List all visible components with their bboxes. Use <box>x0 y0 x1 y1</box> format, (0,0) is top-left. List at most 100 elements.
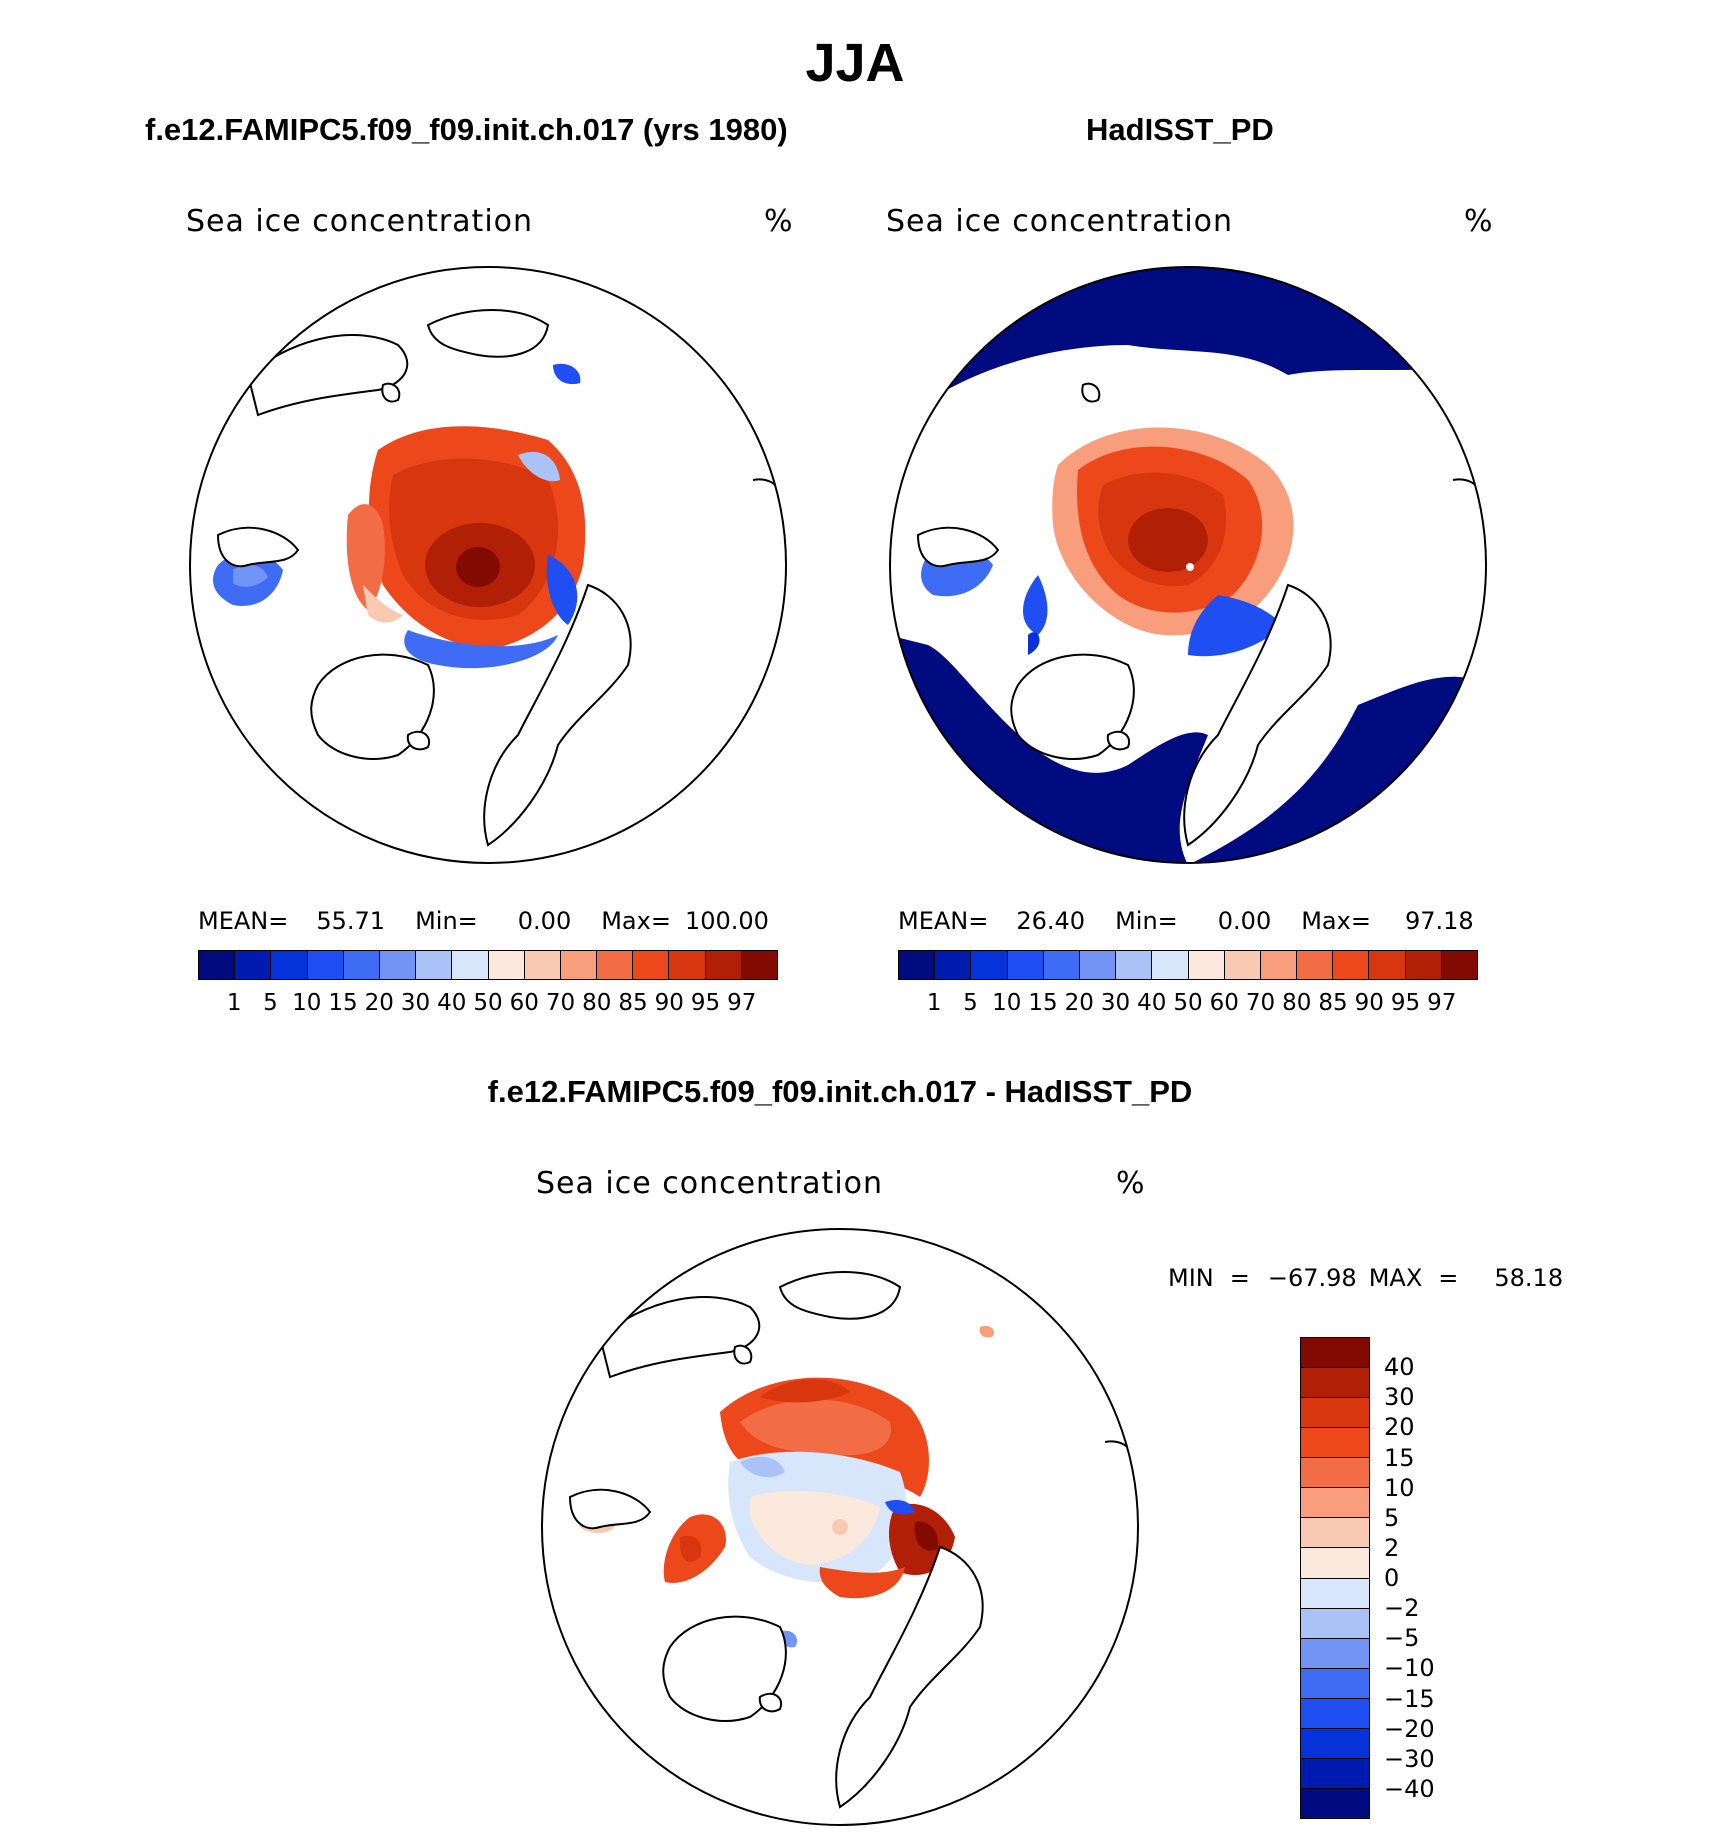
colorbar-tick-label: 20 <box>1384 1413 1415 1442</box>
colorbar-tick-label: 40 <box>1384 1353 1415 1382</box>
colorbar-swatch <box>199 951 236 979</box>
colorbar-swatch <box>524 951 561 979</box>
colorbar-tick-label: 85 <box>1318 990 1348 1016</box>
colorbar-swatch <box>1260 951 1298 979</box>
colorbar-swatch <box>971 951 1008 979</box>
colorbar-tick-label: 40 <box>1137 990 1167 1016</box>
colorbar-tick-label: −10 <box>1384 1654 1435 1683</box>
variable-label-model: Sea ice concentration <box>186 204 534 239</box>
colorbar-swatch <box>1301 1608 1369 1639</box>
colorbar-swatch <box>633 951 670 979</box>
colorbar-tick-label: 50 <box>473 990 503 1016</box>
colorbar-tick-label: 5 <box>263 990 278 1016</box>
colorbar-tick-label: 50 <box>1173 990 1203 1016</box>
colorbar-swatch <box>741 951 777 979</box>
units-label-diff: % <box>1116 1166 1146 1201</box>
colorbar-swatch <box>1369 951 1406 979</box>
colorbar-swatch <box>935 951 972 979</box>
colorbar-tick-label: 5 <box>1384 1503 1400 1532</box>
colorbar-tick-label: 70 <box>1245 990 1276 1016</box>
colorbar-tick-label: 10 <box>992 990 1022 1016</box>
colorbar-tick-label: 2 <box>1384 1533 1400 1562</box>
colorbar-tick-label: 95 <box>690 990 721 1016</box>
colorbar-tick-label: 20 <box>1064 990 1094 1016</box>
colorbar-tick-label: 15 <box>1028 990 1058 1016</box>
variable-label-obs: Sea ice concentration <box>886 204 1234 239</box>
colorbar-ticks-obs: 1 5 10 15 20 30 40 50 60 70 80 85 90 95 97 <box>898 990 1478 1020</box>
colorbar-swatch <box>416 951 453 979</box>
colorbar-tick-label: −5 <box>1384 1624 1420 1653</box>
colorbar-swatch <box>1301 1638 1369 1669</box>
ice-field-diff <box>580 1325 995 1648</box>
colorbar-swatch <box>1116 951 1153 979</box>
colorbar-swatch <box>1188 951 1225 979</box>
coastlines-obs <box>916 382 1484 847</box>
colorbar-swatch <box>343 951 380 979</box>
colorbar-swatch <box>488 951 525 979</box>
colorbar-ticks-model: 1 5 10 15 20 30 40 50 60 70 80 85 90 95 97 <box>198 990 778 1020</box>
polar-map-model <box>189 266 787 864</box>
colorbar-tick-label: 95 <box>1390 990 1421 1016</box>
colorbar-model <box>198 950 778 980</box>
stats-obs: MEAN= 26.40 Min= 0.00 Max= 97.18 <box>898 907 1474 935</box>
main-title: JJA <box>805 33 905 93</box>
colorbar-tick-label: 60 <box>1209 990 1239 1016</box>
colorbar-tick-label: 80 <box>1282 990 1312 1016</box>
colorbar-tick-label: 10 <box>292 990 322 1016</box>
colorbar-swatch <box>1043 951 1080 979</box>
colorbar-swatch <box>1405 951 1442 979</box>
coastlines-diff <box>568 1271 1136 1809</box>
colorbar-tick-label: 90 <box>1354 990 1384 1016</box>
colorbar-swatch <box>1224 951 1261 979</box>
colorbar-diff <box>1300 1337 1370 1819</box>
colorbar-swatch <box>1301 1548 1369 1579</box>
colorbar-tick-label: −15 <box>1384 1684 1435 1713</box>
panel-title-model: f.e12.FAMIPC5.f09_f09.init.ch.017 (yrs 1… <box>145 112 788 147</box>
colorbar-swatch <box>1441 951 1477 979</box>
stats-model: MEAN= 55.71 Min= 0.00 Max= 100.00 <box>198 907 769 935</box>
colorbar-swatch <box>1301 1758 1369 1789</box>
coastlines-model <box>216 309 784 847</box>
colorbar-tick-label: 20 <box>364 990 394 1016</box>
colorbar-swatch <box>705 951 742 979</box>
ice-field-obs <box>890 267 1486 863</box>
units-label-obs: % <box>1464 204 1494 239</box>
colorbar-swatch <box>452 951 489 979</box>
colorbar-tick-label: 15 <box>328 990 358 1016</box>
colorbar-swatch <box>1007 951 1044 979</box>
colorbar-swatch <box>1301 1698 1369 1729</box>
colorbar-ticks-diff: 40 30 20 15 10 5 2 0 −2 −5 −10 −15 −20 −30 −40 <box>1384 1337 1484 1819</box>
colorbar-swatch <box>899 951 936 979</box>
colorbar-tick-label: 70 <box>545 990 576 1016</box>
colorbar-swatch <box>597 951 634 979</box>
colorbar-swatch <box>1301 1578 1369 1609</box>
colorbar-tick-label: 60 <box>509 990 539 1016</box>
colorbar-swatch <box>1301 1458 1369 1489</box>
colorbar-obs <box>898 950 1478 980</box>
colorbar-tick-label: −20 <box>1384 1714 1435 1743</box>
colorbar-tick-label: 97 <box>727 990 757 1016</box>
units-label-model: % <box>764 204 794 239</box>
panel-title-diff: f.e12.FAMIPC5.f09_f09.init.ch.017 - HadI… <box>487 1074 1193 1109</box>
colorbar-tick-label: 30 <box>1100 990 1131 1016</box>
colorbar-swatch <box>1301 1488 1369 1519</box>
colorbar-swatch <box>1152 951 1189 979</box>
colorbar-tick-label: 1 <box>926 990 942 1016</box>
colorbar-tick-label: 30 <box>1384 1383 1415 1412</box>
colorbar-tick-label: 90 <box>654 990 684 1016</box>
colorbar-swatch <box>1301 1668 1369 1699</box>
panel-title-obs: HadISST_PD <box>1086 112 1274 147</box>
colorbar-tick-label: −40 <box>1384 1774 1435 1803</box>
colorbar-swatch <box>560 951 598 979</box>
colorbar-tick-label: 15 <box>1384 1443 1415 1472</box>
colorbar-tick-label: 5 <box>963 990 978 1016</box>
colorbar-swatch <box>1301 1728 1369 1759</box>
colorbar-swatch <box>1301 1788 1369 1818</box>
stats-diff: MIN = −67.98 MAX = 58.18 <box>1168 1264 1564 1292</box>
colorbar-tick-label: 85 <box>618 990 648 1016</box>
colorbar-swatch <box>1301 1368 1369 1399</box>
colorbar-tick-label: −2 <box>1384 1594 1420 1623</box>
colorbar-tick-label: 10 <box>1384 1473 1415 1502</box>
colorbar-tick-label: 1 <box>226 990 242 1016</box>
colorbar-swatch <box>1079 951 1117 979</box>
